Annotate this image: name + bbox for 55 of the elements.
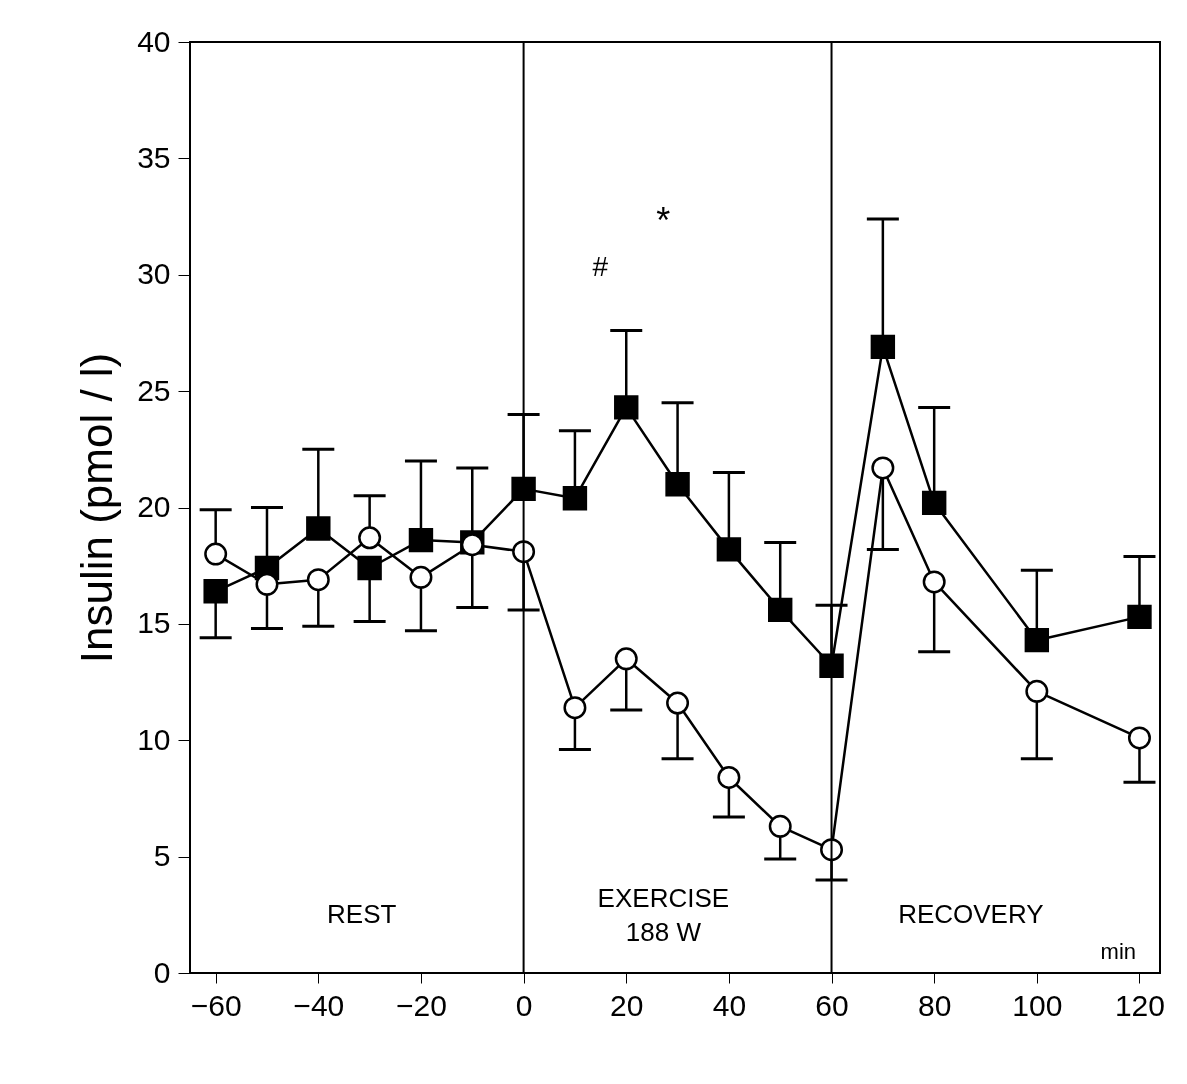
y-tick-label: 25 [137,373,171,407]
point [1024,627,1050,653]
point [768,597,793,623]
point [1127,604,1152,630]
x-tick-label: 20 [610,988,644,1022]
point [409,565,433,589]
point [922,570,946,594]
y-tick-label: 10 [137,722,171,756]
point [614,647,638,671]
point [306,516,331,541]
point [1127,726,1151,750]
y-tick-label: 35 [137,140,171,174]
point [921,490,947,516]
annotation: # [592,251,609,283]
point [563,696,587,720]
point [614,395,639,420]
x-tick-label: −20 [396,988,447,1022]
y-tick-label: 40 [137,24,171,58]
y-tick-label: 15 [137,606,171,640]
x-tick-label: 60 [815,988,849,1022]
y-tick-label: 20 [137,490,171,523]
point [665,472,690,497]
point [358,526,382,550]
x-tick-label: 100 [1012,988,1063,1022]
annotation: * [656,199,671,241]
y-tick-label: 0 [153,955,171,989]
x-tick-label: 40 [712,988,747,1022]
point [1025,679,1049,703]
point [870,334,896,360]
point [408,527,434,553]
point [255,572,279,596]
point [203,579,228,604]
point [357,555,382,581]
y-tick-label: 30 [137,257,171,291]
x-tick-label: 0 [515,988,533,1022]
annotation: RECOVERY [898,899,1044,930]
y-axis-title: Insulin (pmol / l) [72,352,122,664]
point [562,485,588,511]
point [666,691,690,715]
annotation: REST [327,899,397,930]
annotation: EXERCISE 188 W [597,882,730,947]
point [768,814,792,838]
point [819,653,844,678]
point [204,542,228,566]
point [511,476,536,502]
x-tick-label: −60 [190,988,242,1022]
x-tick-label: −40 [293,988,345,1022]
point [717,766,741,789]
x-tick-label: 80 [917,988,952,1022]
point [306,568,330,592]
annotation: min [1100,938,1137,964]
point [871,456,895,480]
y-tick-label: 5 [153,839,171,873]
point [716,537,742,562]
x-tick-label: 120 [1114,988,1165,1022]
